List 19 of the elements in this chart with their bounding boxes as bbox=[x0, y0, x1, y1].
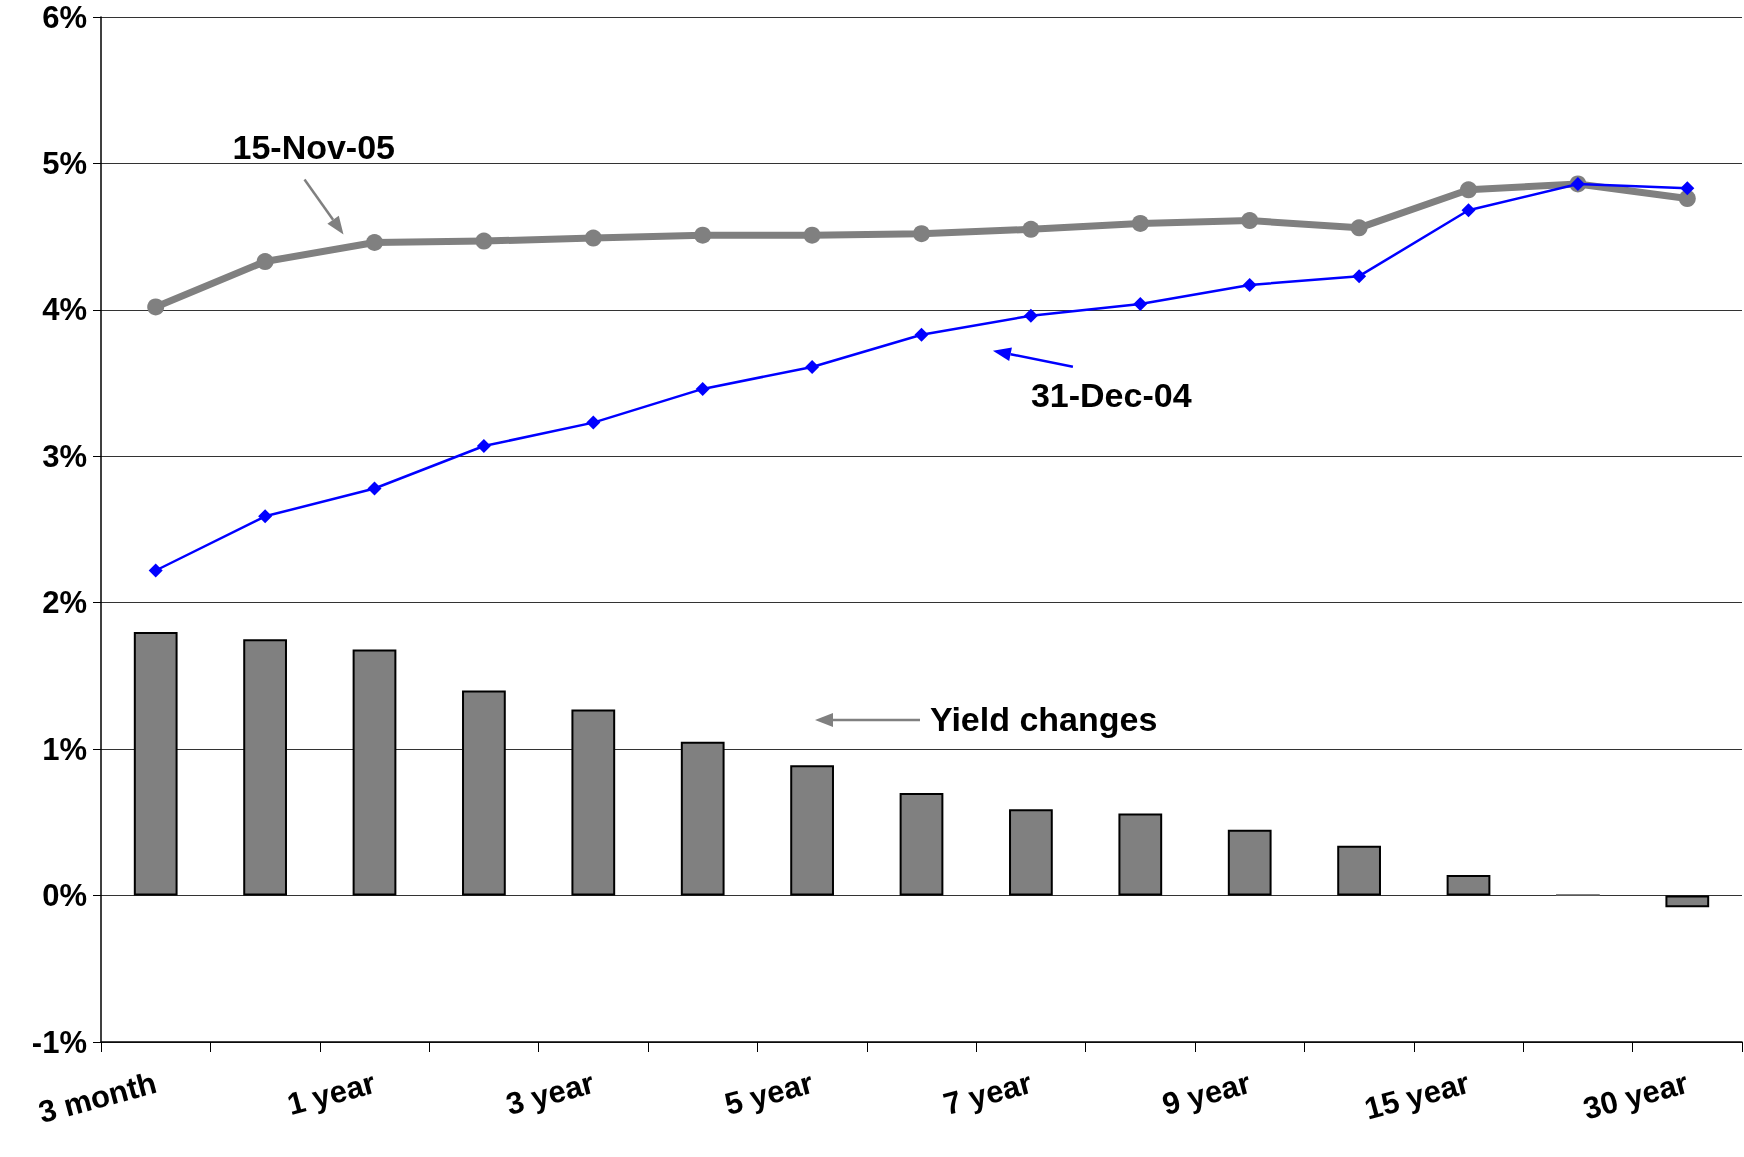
x-tick-label: 3 year bbox=[502, 1065, 598, 1123]
x-tick-label: 9 year bbox=[1158, 1065, 1255, 1123]
y-tick-label: 6% bbox=[42, 0, 87, 35]
y-tick-label: 0% bbox=[42, 878, 87, 914]
y-tick-label: 2% bbox=[42, 585, 87, 621]
y-tick-label: 1% bbox=[42, 731, 87, 767]
annotation: Yield changes bbox=[930, 700, 1158, 739]
x-tick-label: 30 year bbox=[1579, 1065, 1692, 1127]
y-tick-label: 4% bbox=[42, 292, 87, 328]
annotation: 31-Dec-04 bbox=[1030, 375, 1192, 415]
x-tick-label: 5 year bbox=[720, 1065, 817, 1123]
x-tick-label: 15 year bbox=[1360, 1065, 1474, 1127]
y-tick-label: 3% bbox=[42, 438, 87, 474]
x-tick-label: 3 month bbox=[34, 1065, 161, 1131]
y-tick-label: 5% bbox=[42, 145, 87, 181]
x-tick-label: 1 year bbox=[283, 1065, 380, 1123]
y-tick-label: -1% bbox=[31, 1024, 87, 1060]
annotation: 15-Nov-05 bbox=[232, 127, 396, 167]
x-tick-label: 7 year bbox=[939, 1065, 1036, 1123]
